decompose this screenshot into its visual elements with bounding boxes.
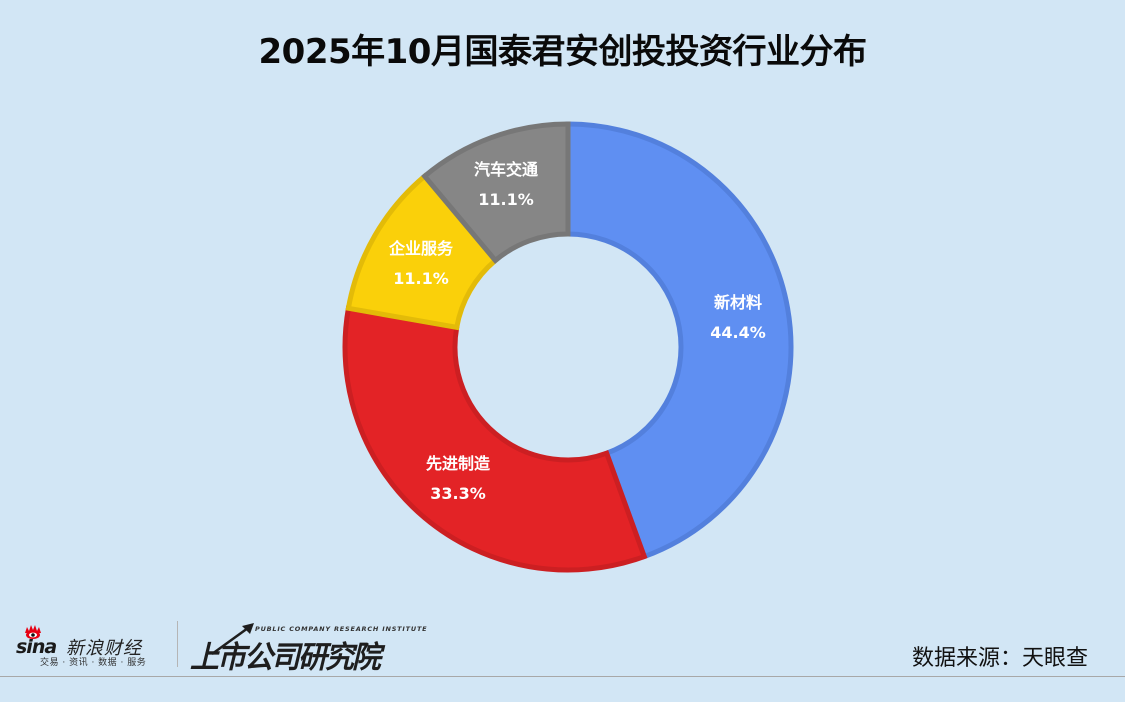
sina-wordmark: sina [16, 636, 57, 658]
logo-divider [177, 621, 178, 667]
donut-svg [342, 121, 794, 573]
slice-pct: 33.3% [430, 484, 486, 503]
donut-slice-auto-transport [421, 121, 571, 264]
sina-brand-name: 新浪财经 [66, 638, 142, 659]
donut-slice-advanced-manufacturing [342, 305, 648, 573]
footer-divider [0, 676, 1125, 677]
slice-name: 先进制造 [425, 454, 490, 473]
slice-name: 汽车交通 [473, 160, 538, 179]
donut-slice-new-materials [565, 121, 794, 560]
sina-eye-icon [25, 625, 41, 639]
slice-pct: 11.1% [393, 269, 449, 288]
slice-label-new-materials: 新材料 44.4% [678, 288, 798, 348]
slice-label-auto-transport: 汽车交通 11.1% [446, 155, 566, 215]
arrow-up-icon [211, 623, 254, 656]
slice-name: 新材料 [713, 293, 762, 312]
slice-name: 企业服务 [388, 239, 453, 258]
sina-finance-logo: sina 新浪财经 交易 · 资讯 · 数据 · 服务 [14, 622, 174, 668]
sina-tagline: 交易 · 资讯 · 数据 · 服务 [40, 658, 147, 668]
slice-pct: 11.1% [478, 190, 534, 209]
chart-title: 2025年10月国泰君安创投投资行业分布 [258, 32, 867, 72]
donut-chart: 新材料 44.4% 先进制造 33.3% 企业服务 11.1% 汽车交通 11.… [342, 121, 798, 573]
slice-label-enterprise-services: 企业服务 11.1% [361, 234, 481, 294]
slice-pct: 44.4% [710, 323, 766, 342]
institute-chinese-name: 上市公司研究院 [190, 639, 381, 675]
data-source: 数据来源：天眼查 [911, 646, 1088, 671]
slice-label-advanced-manufacturing: 先进制造 33.3% [398, 449, 518, 509]
research-institute-logo: PUBLIC COMPANY RESEARCH INSTITUTE 上市公司研究… [188, 620, 427, 675]
institute-english-name: PUBLIC COMPANY RESEARCH INSTITUTE [255, 625, 428, 633]
